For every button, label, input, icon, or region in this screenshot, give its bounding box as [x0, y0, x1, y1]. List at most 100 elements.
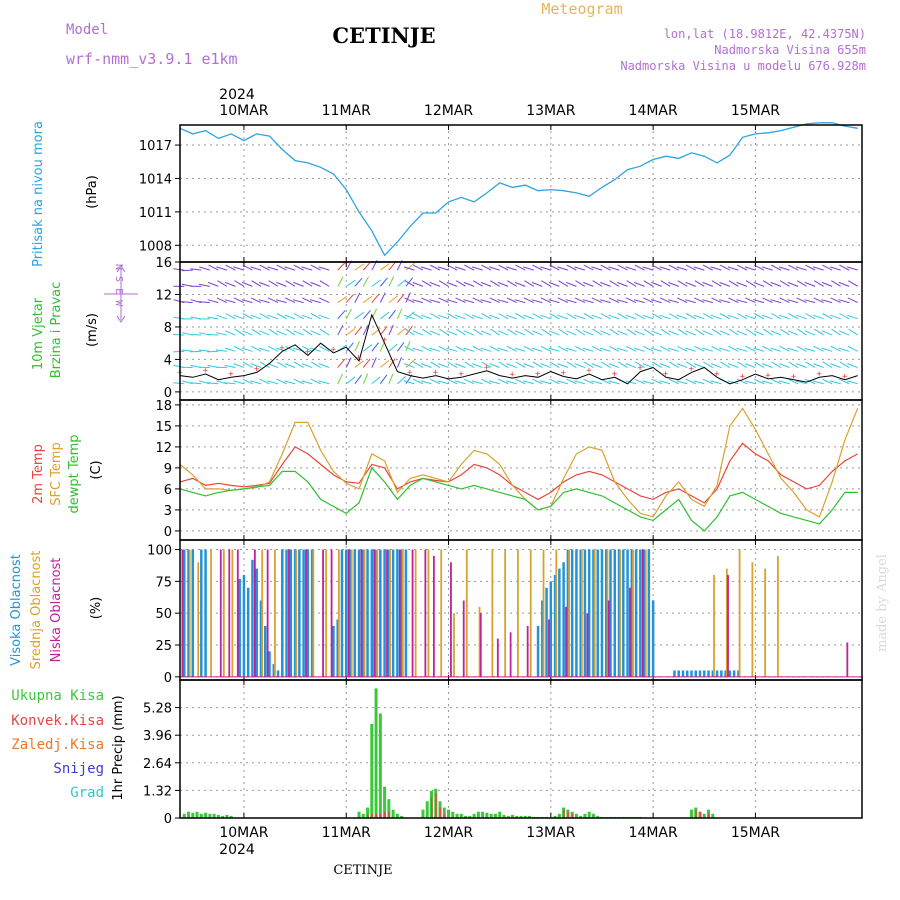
wind-barb	[318, 266, 330, 271]
precip-bar	[370, 723, 374, 818]
wind-barb	[259, 281, 270, 287]
y-tick-label: 16	[155, 256, 172, 271]
wind-barb	[591, 297, 603, 304]
wind-barb	[354, 263, 365, 271]
wind-barb	[540, 297, 552, 304]
precip-bar	[371, 813, 373, 818]
wind-speed-marker: +	[612, 369, 618, 379]
wind-barb	[634, 281, 645, 287]
wind-barb	[446, 347, 458, 352]
wind-barb	[676, 266, 688, 271]
wind-barb	[293, 378, 304, 385]
wind-barb	[515, 361, 526, 368]
wind-barb	[780, 328, 790, 336]
wind-barb	[583, 378, 594, 385]
wind-barb	[413, 361, 424, 368]
wind-barb	[711, 280, 722, 287]
wind-barb	[225, 264, 236, 271]
wind-barb	[812, 380, 824, 385]
wind-barb	[396, 308, 403, 320]
wind-barb	[472, 345, 483, 352]
wind-barb	[804, 378, 816, 385]
precip-bar	[216, 814, 220, 818]
wind-barb	[531, 281, 543, 287]
wind-barb	[779, 297, 790, 304]
cloud-panel: 0 25 50 75 100	[147, 539, 863, 686]
day-label-bottom: 13MAR	[526, 825, 575, 841]
wind-barb	[362, 276, 369, 287]
wind-barb	[847, 297, 858, 304]
wind-barb	[787, 281, 799, 287]
wind-barb	[362, 261, 371, 271]
wind-barb	[813, 280, 824, 287]
precip-bar	[591, 813, 595, 818]
wind-barb	[633, 299, 645, 304]
wind-barb	[421, 297, 432, 304]
model-label: Model	[66, 22, 108, 38]
precip-bar	[493, 813, 497, 818]
wind-barb	[711, 345, 722, 352]
wind-barb	[736, 281, 748, 287]
wind-barb	[677, 297, 688, 304]
y-tick-label: 18	[155, 399, 172, 414]
wind-barb	[549, 264, 560, 271]
wind-barb	[301, 266, 313, 271]
wind-barb	[591, 266, 603, 271]
wind-barb	[736, 330, 748, 336]
wind-barb	[821, 347, 833, 352]
precip-bar	[367, 813, 369, 818]
wind-barb	[634, 264, 645, 271]
wind-barb	[532, 330, 543, 336]
cloud-ylabel-mid: Srednja Oblacnost	[29, 551, 44, 670]
wind-barb	[813, 363, 824, 368]
wind-barb	[275, 299, 287, 304]
wind-barb	[744, 266, 756, 271]
wind-barb	[267, 363, 279, 368]
y-tick-label: 9	[164, 462, 172, 477]
wind-barb	[575, 280, 586, 287]
y-tick-label: 1014	[139, 172, 172, 187]
day-label-bottom: 12MAR	[424, 825, 473, 841]
wind-barb	[676, 314, 688, 320]
wind-barb	[523, 363, 534, 368]
wind-barb	[362, 373, 369, 384]
wind-barb	[634, 361, 645, 368]
wind-barb	[745, 345, 756, 352]
wind-barb	[651, 313, 662, 320]
wind-barb	[497, 299, 509, 304]
precip-bar	[596, 815, 600, 818]
wind-barb	[745, 363, 756, 368]
wind-barb	[507, 328, 518, 336]
wind-barb	[565, 347, 577, 352]
wind-barb	[267, 314, 279, 320]
wind-barb	[259, 313, 270, 320]
wind-barb	[190, 350, 202, 353]
wind-barb	[609, 328, 620, 336]
wind-barb	[354, 292, 361, 303]
wind-barb	[447, 361, 458, 368]
wind-barb	[762, 280, 773, 287]
wind-barb	[574, 380, 586, 385]
wind-barb	[830, 266, 841, 271]
precip-bar	[451, 811, 455, 818]
wind-barb	[420, 314, 432, 320]
day-label-bottom: 14MAR	[629, 825, 678, 841]
wind-barb	[293, 313, 304, 320]
wind-barb	[412, 378, 424, 385]
wind-barb	[506, 266, 517, 271]
wind-barb	[447, 313, 458, 320]
precip-bar	[366, 807, 370, 818]
wind-barb	[822, 361, 833, 368]
wind-barb	[362, 324, 369, 336]
wind-barb	[617, 313, 628, 320]
day-label-bottom: 11MAR	[322, 825, 371, 841]
wind-barb	[761, 380, 773, 385]
precip-bar	[400, 815, 404, 818]
precip-bar	[225, 814, 229, 818]
wind-barb	[429, 330, 441, 336]
wind-barb	[489, 297, 500, 304]
wind-barb	[711, 328, 722, 336]
wind-barb	[770, 330, 782, 336]
wind-barb	[250, 345, 262, 352]
wind-barb	[507, 280, 517, 287]
